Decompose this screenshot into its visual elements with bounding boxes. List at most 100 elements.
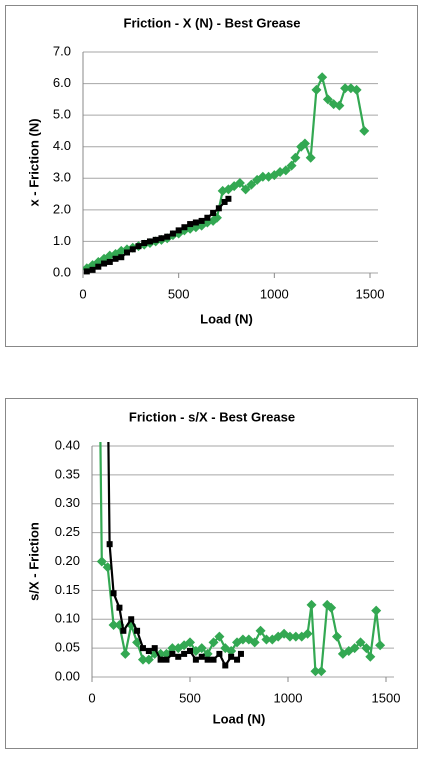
data-point: [157, 656, 164, 663]
x-tick-label: 0: [79, 286, 86, 301]
data-point: [202, 648, 213, 659]
x-tick-label: 1500: [372, 690, 401, 705]
data-point: [317, 72, 328, 83]
data-point: [146, 238, 153, 245]
data-point: [143, 654, 154, 665]
y-tick-label: 0.25: [55, 524, 80, 539]
y-tick-label: 0.0: [53, 264, 71, 279]
data-point: [187, 221, 194, 228]
plot: [83, 72, 370, 275]
data-point: [226, 646, 237, 657]
data-point: [334, 100, 345, 111]
data-point: [198, 217, 205, 224]
data-point: [175, 653, 182, 660]
y-tick-label: 0.30: [55, 495, 80, 510]
data-point: [145, 648, 152, 655]
data-point: [106, 541, 113, 548]
data-point: [101, 260, 108, 267]
data-point: [196, 643, 207, 654]
y-axis-label: x - Friction (N): [26, 118, 41, 206]
data-point: [192, 219, 199, 226]
data-point: [290, 152, 301, 163]
data-point: [204, 656, 211, 663]
data-point: [192, 656, 199, 663]
data-point: [95, 383, 105, 393]
data-point: [349, 643, 360, 654]
data-point: [246, 179, 257, 190]
x-tick-label: 1000: [260, 286, 289, 301]
x-axis-label: Load (N): [213, 711, 266, 726]
data-point: [371, 605, 382, 616]
data-point: [311, 84, 322, 95]
data-point: [129, 246, 136, 253]
data-point: [375, 640, 386, 651]
data-point: [222, 662, 229, 669]
data-point: [110, 590, 117, 597]
data-point: [185, 637, 195, 648]
data-point: [214, 631, 225, 642]
y-tick-label: 0.35: [55, 466, 80, 481]
data-point: [284, 631, 295, 642]
y-tick-label: 2.0: [53, 201, 71, 216]
x-tick-label: 1000: [274, 690, 303, 705]
y-tick-label: 1.0: [53, 233, 71, 248]
data-point: [234, 656, 241, 663]
data-point: [302, 628, 313, 639]
data-point: [221, 198, 228, 205]
data-point: [290, 631, 301, 642]
plot: [95, 383, 386, 677]
data-point: [237, 634, 248, 645]
y-tick-label: 0.20: [55, 553, 80, 568]
data-point: [167, 643, 178, 654]
y-tick-label: 7.0: [53, 43, 71, 58]
data-point: [286, 160, 297, 171]
data-point: [359, 125, 370, 136]
y-axis-label: s/X - Friction: [26, 522, 41, 601]
y-tick-label: 5.0: [53, 107, 71, 122]
data-point: [240, 184, 251, 195]
x-tick-label: 500: [168, 286, 190, 301]
data-point: [187, 648, 193, 655]
data-point: [322, 94, 333, 105]
y-tick-label: 6.0: [53, 75, 71, 90]
y-tick-label: 0.15: [55, 582, 80, 597]
y-tick-label: 0.40: [55, 437, 80, 452]
data-point: [135, 243, 142, 250]
data-point: [89, 266, 96, 273]
y-tick-label: 0.10: [55, 611, 80, 626]
data-point: [326, 602, 337, 613]
data-point: [316, 666, 327, 677]
chart-title: Friction - s/X - Best Grease: [129, 409, 295, 424]
data-point: [120, 627, 127, 634]
data-point: [257, 171, 268, 182]
x-tick-label: 0: [88, 690, 95, 705]
data-point: [128, 616, 135, 623]
data-point: [158, 235, 165, 242]
data-point: [112, 255, 119, 262]
data-point: [225, 195, 232, 202]
x-tick-label: 500: [179, 690, 201, 705]
data-point: [204, 214, 211, 221]
data-point: [95, 263, 102, 270]
data-point: [299, 138, 310, 149]
data-point: [181, 224, 188, 231]
x-tick-label: 1500: [356, 286, 385, 301]
data-point: [255, 625, 266, 636]
data-point: [118, 254, 125, 261]
data-point: [310, 666, 321, 677]
data-point: [108, 620, 119, 631]
y-tick-label: 0.05: [55, 640, 80, 655]
chart-frame: [5, 5, 418, 347]
data-point: [215, 205, 222, 212]
chart-title: Friction - X (N) - Best Grease: [124, 15, 301, 30]
data-point: [151, 645, 158, 652]
data-point: [116, 604, 123, 611]
data-point: [164, 233, 171, 240]
y-tick-label: 3.0: [53, 170, 71, 185]
data-point: [237, 650, 244, 657]
data-point: [169, 650, 176, 657]
data-point: [83, 268, 90, 275]
data-point: [169, 230, 176, 237]
data-point: [124, 249, 131, 256]
